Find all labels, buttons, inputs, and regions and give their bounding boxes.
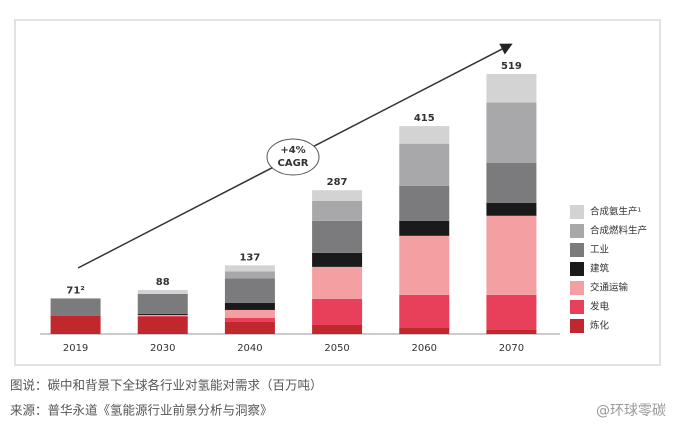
bar-segment xyxy=(312,324,363,334)
bar-segment xyxy=(50,315,101,334)
bar-segment xyxy=(399,327,450,334)
bar-segment xyxy=(312,252,363,267)
bar-segment xyxy=(486,215,537,295)
bar-segment xyxy=(224,302,275,310)
bar-segment xyxy=(312,298,363,325)
legend-label: 合成氨生产¹ xyxy=(590,206,642,218)
x-tick-label: 2040 xyxy=(237,343,262,354)
bar-segment xyxy=(224,321,275,334)
legend-label: 发电 xyxy=(590,301,610,313)
bar-segment xyxy=(224,265,275,272)
x-tick-label: 2050 xyxy=(324,343,349,354)
bar-segment xyxy=(399,185,450,221)
bar-segment xyxy=(486,162,537,203)
total-label: 519 xyxy=(501,61,522,72)
legend-swatch xyxy=(570,319,584,333)
bar-segment xyxy=(137,313,188,315)
bar-segment xyxy=(399,294,450,328)
bar-segment xyxy=(486,202,537,216)
total-label: 137 xyxy=(239,252,260,263)
total-label: 287 xyxy=(327,177,348,188)
bar-segment xyxy=(399,143,450,186)
x-tick-label: 2019 xyxy=(63,343,88,354)
legend-swatch xyxy=(570,262,584,276)
x-tick-label: 2060 xyxy=(412,343,437,354)
bar-segment xyxy=(399,220,450,236)
legend-swatch xyxy=(570,243,584,257)
annotation: CAGR xyxy=(278,158,309,169)
legend-label: 交通运输 xyxy=(590,282,629,294)
total-label: 71² xyxy=(66,285,84,296)
watermark: @环球零碳 xyxy=(596,403,666,419)
bar-segment xyxy=(224,309,275,318)
legend-label: 工业 xyxy=(590,245,609,256)
caption: 来源：普华永道《氢能源行业前景分析与洞察》 xyxy=(10,403,273,418)
bar-segment xyxy=(224,271,275,279)
bar-segment xyxy=(50,298,101,316)
legend-label: 合成燃料生产 xyxy=(590,225,647,237)
bar-segment xyxy=(137,316,188,334)
bar-segment xyxy=(399,126,450,144)
bar-segment xyxy=(486,329,537,334)
bar-segment xyxy=(399,235,450,295)
legend-label: 建筑 xyxy=(590,263,610,275)
bar-segment xyxy=(312,200,363,221)
x-tick-label: 2030 xyxy=(150,343,175,354)
bar-segment xyxy=(312,220,363,253)
bar-segment xyxy=(486,74,537,103)
bar-segment xyxy=(486,102,537,163)
caption: 图说：碳中和背景下全球各行业对氢能对需求（百万吨） xyxy=(10,378,323,393)
bar-segment xyxy=(312,190,363,201)
legend-swatch xyxy=(570,281,584,295)
legend-swatch xyxy=(570,224,584,238)
total-label: 415 xyxy=(414,113,435,124)
legend-swatch xyxy=(570,300,584,314)
legend-label: 炼化 xyxy=(590,320,610,332)
total-label: 88 xyxy=(156,277,170,288)
bar-segment xyxy=(137,289,188,294)
bar-segment xyxy=(224,317,275,322)
cagr-badge xyxy=(266,138,320,176)
annotation: +4% xyxy=(280,145,305,156)
bar-segment xyxy=(137,314,188,316)
bar-segment xyxy=(137,315,188,317)
bar-segment xyxy=(486,294,537,330)
bar-segment xyxy=(312,266,363,299)
x-tick-label: 2070 xyxy=(499,343,524,354)
bar-segment xyxy=(224,278,275,303)
bar-segment xyxy=(137,293,188,314)
legend-swatch xyxy=(570,205,584,219)
